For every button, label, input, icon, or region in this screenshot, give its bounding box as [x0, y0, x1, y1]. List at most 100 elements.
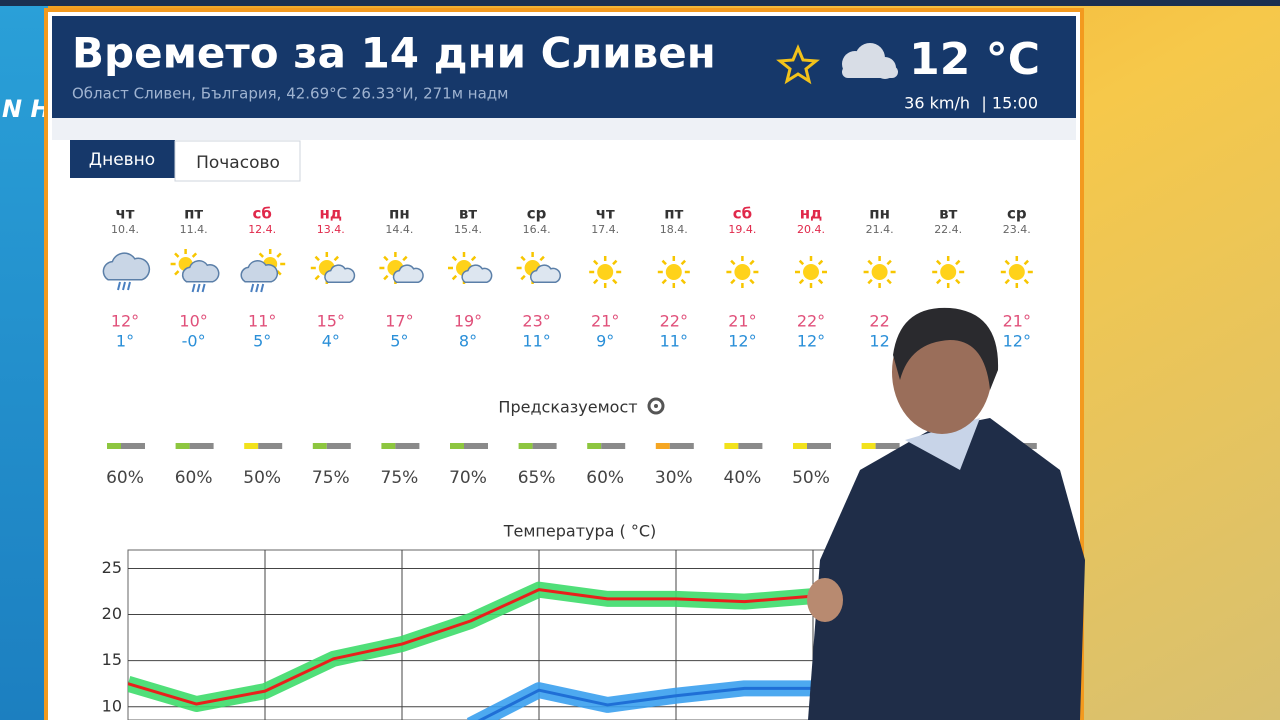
- sun-ray: [383, 274, 389, 281]
- current-weather-icon: [842, 43, 898, 79]
- weekday: пт: [664, 205, 683, 223]
- favorite-star[interactable]: [776, 44, 820, 85]
- weather-icon: [170, 249, 220, 293]
- y-tick-label: 25: [102, 558, 122, 577]
- predictability-bar-rest: [532, 443, 557, 449]
- sun-ray: [867, 259, 873, 266]
- update-time: | 15:00: [981, 94, 1038, 113]
- weather-icon: [589, 256, 622, 288]
- predictability-bar: [793, 443, 807, 449]
- sun-ray: [402, 255, 408, 262]
- low-temp: 8°: [459, 332, 477, 351]
- predictability-value: 75%: [312, 468, 350, 488]
- date: 20.4.: [797, 223, 825, 236]
- background-left: [0, 0, 48, 720]
- date: 17.4.: [591, 223, 619, 236]
- predictability-bar: [175, 443, 190, 449]
- sun-ray: [314, 274, 320, 281]
- high-temp: 22°: [660, 312, 688, 331]
- predictability-bar-rest: [875, 443, 900, 449]
- predictability-bar-rest: [326, 443, 351, 449]
- sun-ray: [470, 255, 477, 262]
- rain-drop: [255, 283, 260, 293]
- predictability-value: 65%: [518, 468, 556, 488]
- weekday: сб: [733, 205, 752, 223]
- sun-ray: [955, 278, 961, 285]
- predictability-bar-rest: [669, 443, 694, 449]
- high-temp: 21°: [1003, 312, 1031, 331]
- weather-icon: [726, 256, 759, 288]
- weekday: пн: [869, 205, 890, 223]
- sun-ray: [886, 259, 892, 266]
- cloud: [240, 260, 279, 283]
- sun-ray: [817, 259, 824, 266]
- weather-icon: [657, 256, 690, 288]
- predictability-value: 40%: [724, 468, 762, 488]
- sun-disc: [871, 264, 888, 280]
- rain-drop: [201, 283, 206, 293]
- predictability-bar-rest: [258, 443, 283, 449]
- sun-ray: [936, 259, 942, 266]
- wind-speed: 36 km/h: [904, 94, 970, 113]
- sun-ray: [593, 259, 599, 266]
- predictability-bar: [587, 443, 602, 449]
- high-temp: 23°: [522, 312, 550, 331]
- y-tick-label: 20: [102, 604, 122, 623]
- weekday: сб: [253, 205, 272, 223]
- low-temp: 5°: [253, 332, 271, 351]
- sun-ray: [749, 278, 755, 285]
- date: 23.4.: [1003, 223, 1031, 236]
- tab-daily-label[interactable]: Дневно: [89, 150, 155, 170]
- sun-ray: [680, 259, 686, 266]
- high-temp: 19°: [454, 312, 482, 331]
- sun-ray: [593, 278, 599, 285]
- weather-icon: [240, 249, 286, 293]
- high-temp: 11°: [248, 312, 276, 331]
- predictability-value: 60%: [175, 468, 213, 488]
- low-temp: 12: [869, 332, 889, 351]
- cloud: [102, 252, 151, 281]
- cloud: [181, 260, 220, 283]
- rain-drop: [191, 283, 196, 293]
- rain-drop: [117, 281, 121, 291]
- predictability-value: 60%: [106, 468, 144, 488]
- weekday: нд: [320, 205, 342, 223]
- predictability-bar-rest: [189, 443, 214, 449]
- presenter: [807, 307, 1085, 720]
- predictability-value: 75%: [381, 468, 419, 488]
- high-temp: 22: [869, 312, 889, 331]
- predictability-bar: [381, 443, 396, 449]
- tab-daily[interactable]: [70, 140, 175, 178]
- weather-icon: [863, 256, 896, 288]
- sun-ray: [539, 255, 545, 262]
- predictability-bar-rest: [464, 443, 488, 449]
- predictability-value: 30%: [655, 468, 693, 488]
- rain-drop: [196, 283, 201, 293]
- predictability-value: 60%: [586, 468, 624, 488]
- sun-ray: [936, 278, 942, 285]
- tab-hourly[interactable]: [174, 140, 301, 182]
- date: 21.4.: [866, 223, 894, 236]
- date: 13.4.: [317, 223, 345, 236]
- date: 12.4.: [248, 223, 276, 236]
- cloud: [461, 264, 493, 284]
- tab-hourly-label[interactable]: Почасово: [196, 153, 280, 173]
- low-temp: 12°: [1003, 332, 1031, 351]
- weekday: нд: [800, 205, 822, 223]
- header-gap: [52, 118, 1076, 140]
- predictability-bar-rest: [121, 443, 145, 449]
- sun-ray: [730, 278, 736, 285]
- sun-ray: [1004, 278, 1010, 285]
- predictability-bar: [450, 443, 464, 449]
- sun-ray: [1023, 259, 1029, 266]
- sun-ray: [612, 259, 618, 266]
- sun-ray: [798, 278, 805, 285]
- sun-ray: [174, 270, 180, 276]
- weather-icon: [932, 256, 965, 288]
- low-temp: 11°: [660, 332, 688, 351]
- sun-ray: [383, 255, 389, 262]
- predictability-bar-rest: [738, 443, 763, 449]
- low-temp: 9°: [596, 332, 614, 351]
- current-temperature: 12 °C: [909, 34, 1040, 85]
- header-band: [52, 16, 1076, 118]
